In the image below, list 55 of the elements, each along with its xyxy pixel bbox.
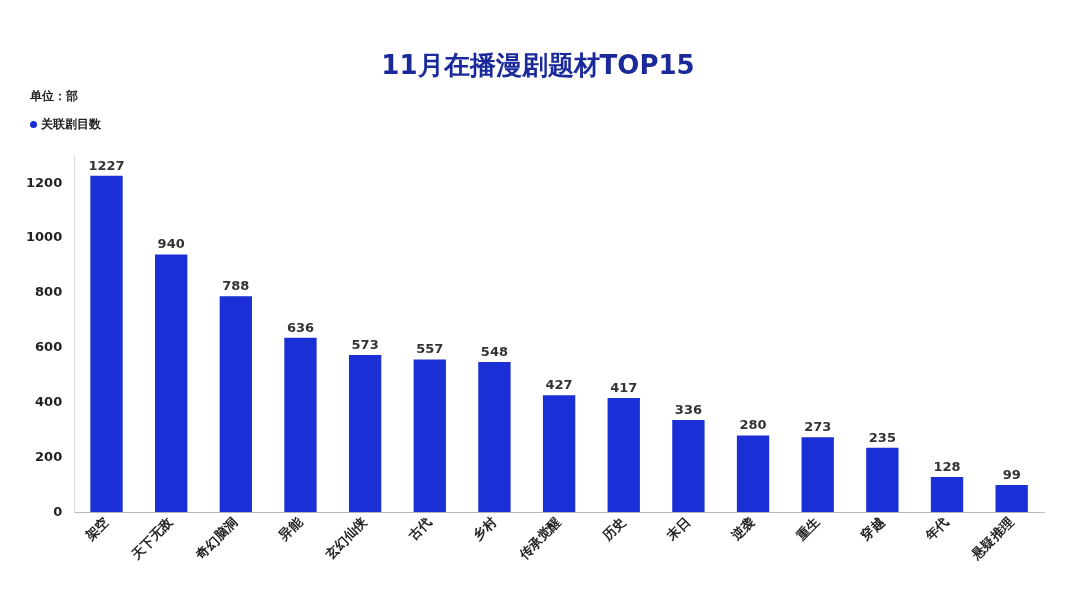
x-tick-label: 重生 — [792, 514, 823, 545]
bar — [219, 296, 252, 513]
data-label: 417 — [610, 379, 638, 395]
y-tick-label: 1200 — [25, 174, 63, 190]
x-tick-label: 悬疑推理 — [968, 514, 1017, 563]
x-tick-label: 乡村 — [469, 514, 499, 544]
y-tick-label: 800 — [35, 284, 63, 300]
data-label: 1227 — [88, 157, 125, 173]
x-tick-label: 异能 — [275, 513, 306, 545]
bar — [284, 337, 317, 513]
bar — [478, 361, 511, 513]
data-label: 336 — [674, 401, 702, 417]
y-tick-label: 0 — [53, 503, 63, 519]
x-tick-label: 古代 — [404, 514, 435, 545]
data-label: 573 — [351, 336, 379, 352]
x-tick-label: 天下无敌 — [127, 513, 177, 563]
y-axis-title: 单位：部 — [30, 88, 79, 105]
legend-label: 关联剧目数 — [41, 115, 101, 133]
data-label: 940 — [157, 236, 185, 252]
data-label: 128 — [933, 458, 961, 474]
data-label: 273 — [804, 419, 832, 435]
bar — [90, 175, 123, 513]
data-label: 427 — [545, 377, 573, 393]
data-label: 636 — [286, 319, 315, 335]
bar — [801, 437, 834, 513]
y-tick-label: 200 — [35, 448, 63, 464]
data-label: 235 — [868, 429, 896, 445]
x-tick-label: 历史 — [598, 514, 629, 545]
bar — [930, 477, 964, 513]
bar — [348, 355, 382, 513]
x-tick-label: 奇幻脑洞 — [192, 514, 241, 563]
data-label: 548 — [480, 343, 509, 359]
bar — [995, 485, 1028, 513]
data-label: 788 — [222, 278, 250, 294]
bar — [866, 447, 899, 513]
y-tick-label: 600 — [35, 339, 63, 355]
y-tick-label: 400 — [35, 393, 63, 409]
bar — [736, 435, 770, 513]
chart-title: 11月在播漫剧题材TOP15 — [380, 49, 696, 82]
bar — [413, 359, 446, 513]
x-tick-label: 穿越 — [857, 514, 887, 545]
y-tick-label: 1000 — [25, 229, 63, 245]
x-tick-label: 年代 — [921, 514, 952, 545]
x-tick-label: 架空 — [81, 514, 112, 545]
bar — [607, 397, 640, 513]
x-tick-label: 逆袭 — [727, 514, 758, 545]
bar — [155, 254, 188, 513]
data-label: 99 — [1002, 466, 1021, 482]
x-tick-label: 传承觉醒 — [515, 514, 564, 563]
x-tick-label: 末日 — [663, 514, 693, 545]
bar — [542, 395, 576, 513]
data-label: 280 — [739, 417, 767, 433]
bar — [672, 420, 705, 513]
data-label: 557 — [416, 341, 444, 357]
x-tick-label: 玄幻仙侠 — [321, 514, 370, 563]
